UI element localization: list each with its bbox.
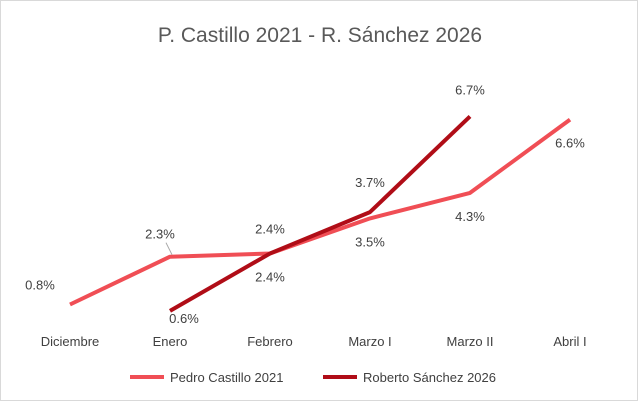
series-lines [69,114,572,313]
data-label: 4.3% [455,209,485,224]
data-label: 0.6% [169,311,199,326]
x-tick-label: Diciembre [41,334,100,349]
data-label: 0.8% [25,278,55,293]
data-label: 6.6% [555,136,585,151]
data-label: 2.3% [145,227,175,242]
series-line [169,114,472,313]
legend: Pedro Castillo 2021 Roberto Sánchez 2026 [130,370,496,385]
series-line [69,117,572,307]
data-label: 6.7% [455,82,485,97]
legend-label: Pedro Castillo 2021 [170,370,283,385]
data-label: 3.5% [355,234,385,249]
x-tick-label: Abril I [553,334,586,349]
data-label: 2.4% [255,270,285,285]
data-label: 2.4% [255,222,285,237]
chart-title: P. Castillo 2021 - R. Sánchez 2026 [158,24,482,47]
x-axis-ticks: Diciembre Enero Febrero Marzo I Marzo II Abri… [41,334,587,349]
x-tick-label: Marzo I [348,334,391,349]
legend-label: Roberto Sánchez 2026 [363,370,496,385]
x-tick-label: Enero [153,334,188,349]
data-labels: 0.8% 2.3% 2.4% 3.5% 4.3% 6.6% 0.6% 2.4% 3.7% 6.7% [25,82,585,326]
data-label: 3.7% [355,175,385,190]
label-leader-line [165,242,173,255]
x-tick-label: Febrero [247,334,293,349]
x-tick-label: Marzo II [447,334,494,349]
